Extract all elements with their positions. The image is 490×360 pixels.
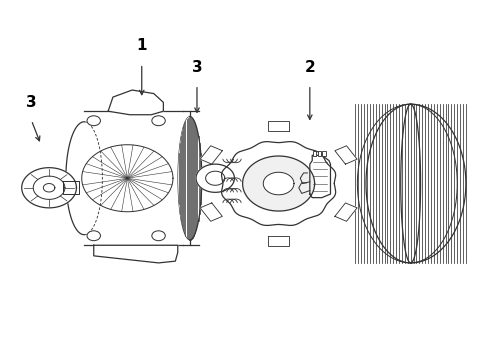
- Polygon shape: [108, 90, 163, 115]
- Bar: [313, 151, 316, 156]
- Polygon shape: [94, 245, 178, 263]
- Text: 3: 3: [192, 60, 202, 75]
- Polygon shape: [335, 203, 357, 221]
- Polygon shape: [200, 146, 222, 164]
- Polygon shape: [22, 168, 76, 208]
- Polygon shape: [243, 156, 315, 211]
- Circle shape: [87, 116, 100, 126]
- Polygon shape: [63, 181, 79, 194]
- Polygon shape: [221, 141, 336, 225]
- Polygon shape: [268, 236, 289, 246]
- Circle shape: [87, 231, 100, 241]
- Circle shape: [152, 231, 165, 241]
- Polygon shape: [310, 155, 330, 198]
- Polygon shape: [335, 146, 357, 164]
- Bar: [318, 151, 321, 156]
- Polygon shape: [263, 172, 294, 195]
- Text: 3: 3: [26, 95, 37, 110]
- Text: 1: 1: [137, 39, 147, 53]
- Circle shape: [152, 116, 165, 126]
- Polygon shape: [268, 121, 289, 131]
- Polygon shape: [196, 164, 234, 192]
- Polygon shape: [200, 203, 222, 221]
- Text: 2: 2: [304, 60, 315, 75]
- Bar: [322, 151, 326, 156]
